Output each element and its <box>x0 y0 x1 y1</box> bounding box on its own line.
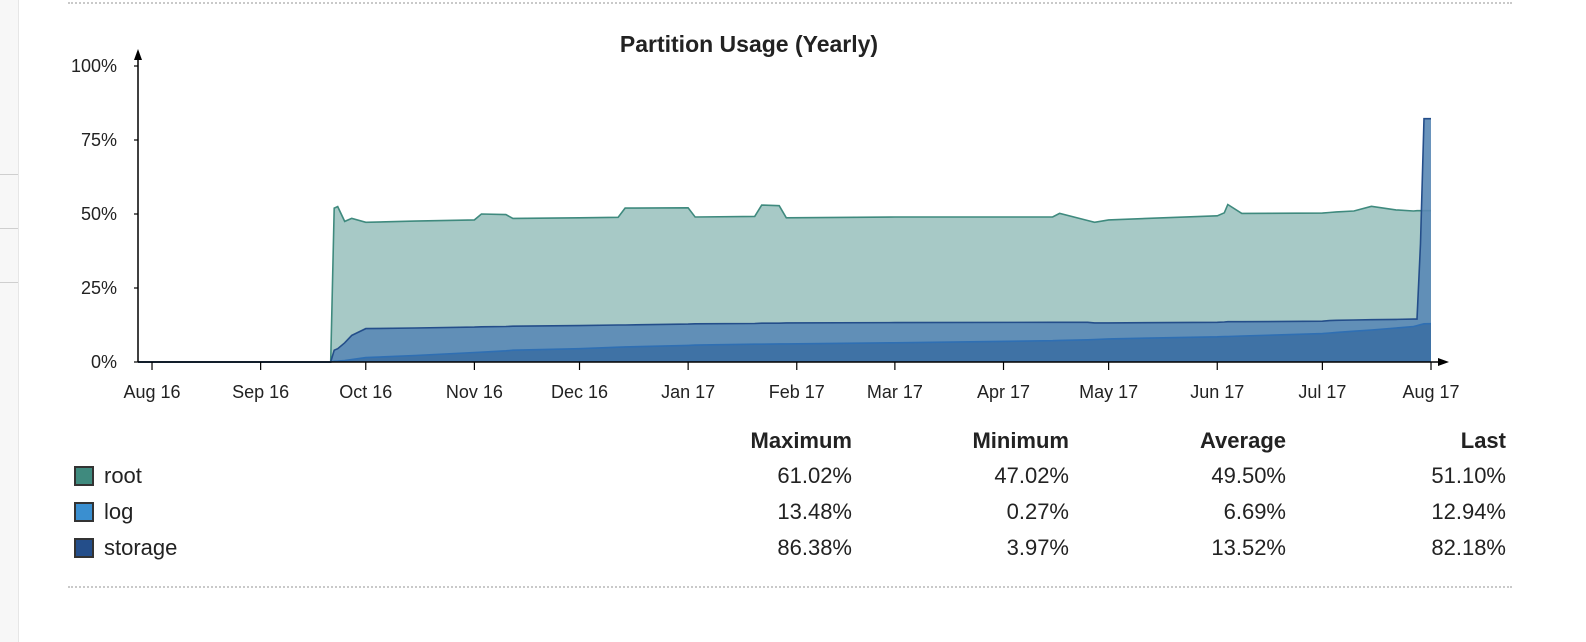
y-axis-arrow <box>134 49 142 60</box>
legend-name-cell: log <box>68 494 688 530</box>
legend-swatch-root <box>74 466 94 486</box>
legend-row-root: root 61.02% 47.02% 49.50% 51.10% <box>68 458 1512 494</box>
axes-layer: 0% 25% 50% 75% 100% Aug 16 Sep 16 Oct 16 Nov 16 D… <box>71 49 1460 402</box>
y-tick-label: 75% <box>81 130 117 150</box>
legend-root-last: 51.10% <box>1431 463 1506 488</box>
series-line-root <box>138 203 1431 363</box>
y-tick-label: 50% <box>81 204 117 224</box>
x-tick-label: Feb 17 <box>769 382 825 402</box>
x-tick-label: Sep 16 <box>232 382 289 402</box>
legend-label-storage: storage <box>104 535 178 560</box>
x-tick-label: Aug 17 <box>1402 382 1459 402</box>
x-tick-label: Jun 17 <box>1190 382 1244 402</box>
y-tick-label: 100% <box>71 56 117 76</box>
legend-name-cell: storage <box>68 530 688 566</box>
x-tick-label: Dec 16 <box>551 382 608 402</box>
legend-log-maximum: 13.48% <box>777 499 852 524</box>
legend-storage-average: 13.52% <box>1211 535 1286 560</box>
partition-usage-chart: Partition Usage (Yearly) 0% 25% 50% 75% 100%… <box>71 31 1460 402</box>
legend-label-log: log <box>104 499 134 524</box>
gutter-divider <box>0 228 18 229</box>
plot-area: 0% 25% 50% 75% 100% Aug 16 Sep 16 Oct 16 Nov 16 D… <box>71 49 1460 402</box>
x-axis-arrow <box>1438 358 1449 366</box>
legend-header-maximum: Maximum <box>750 428 852 453</box>
legend-row-log: log 13.48% 0.27% 6.69% 12.94% <box>68 494 1512 530</box>
legend-header-row: Maximum Minimum Average Last <box>68 424 1512 458</box>
x-tick-label: May 17 <box>1079 382 1138 402</box>
legend-header-last: Last <box>1460 428 1506 453</box>
legend-log-minimum: 0.27% <box>1006 499 1069 524</box>
gutter-divider <box>0 282 18 283</box>
legend-log-average: 6.69% <box>1223 499 1286 524</box>
legend-log-last: 12.94% <box>1431 499 1506 524</box>
legend-label-root: root <box>104 463 142 488</box>
y-tick-label: 25% <box>81 278 117 298</box>
series-layer <box>138 117 1432 363</box>
legend-root-minimum: 47.02% <box>994 463 1069 488</box>
legend-storage-minimum: 3.97% <box>1006 535 1069 560</box>
legend-table: Maximum Minimum Average Last root 61.02%… <box>68 424 1512 566</box>
x-tick-label: Aug 16 <box>123 382 180 402</box>
bottom-divider <box>68 586 1512 588</box>
legend-header-minimum: Minimum <box>972 428 1069 453</box>
legend-row-storage: storage 86.38% 3.97% 13.52% 82.18% <box>68 530 1512 566</box>
legend-root-maximum: 61.02% <box>777 463 852 488</box>
legend-header-average: Average <box>1199 428 1286 453</box>
series-area-log <box>138 323 1431 362</box>
left-gutter <box>0 0 19 642</box>
chart-title: Partition Usage (Yearly) <box>620 31 878 57</box>
x-tick-label: Oct 16 <box>339 382 392 402</box>
gutter-divider <box>0 174 18 175</box>
x-tick-label: Jul 17 <box>1298 382 1346 402</box>
x-tick-label: Mar 17 <box>867 382 923 402</box>
x-tick-label: Nov 16 <box>446 382 503 402</box>
series-line-log <box>138 322 1432 363</box>
y-tick-label: 0% <box>91 352 117 372</box>
x-tick-label: Jan 17 <box>661 382 715 402</box>
legend-swatch-storage <box>74 538 94 558</box>
legend-storage-last: 82.18% <box>1431 535 1506 560</box>
series-line-storage <box>138 117 1431 363</box>
top-divider <box>68 2 1512 4</box>
legend-storage-maximum: 86.38% <box>777 535 852 560</box>
x-tick-label: Apr 17 <box>977 382 1030 402</box>
legend-swatch-log <box>74 502 94 522</box>
legend-name-cell: root <box>68 458 688 494</box>
legend-root-average: 49.50% <box>1211 463 1286 488</box>
legend-header-spacer <box>68 424 688 458</box>
